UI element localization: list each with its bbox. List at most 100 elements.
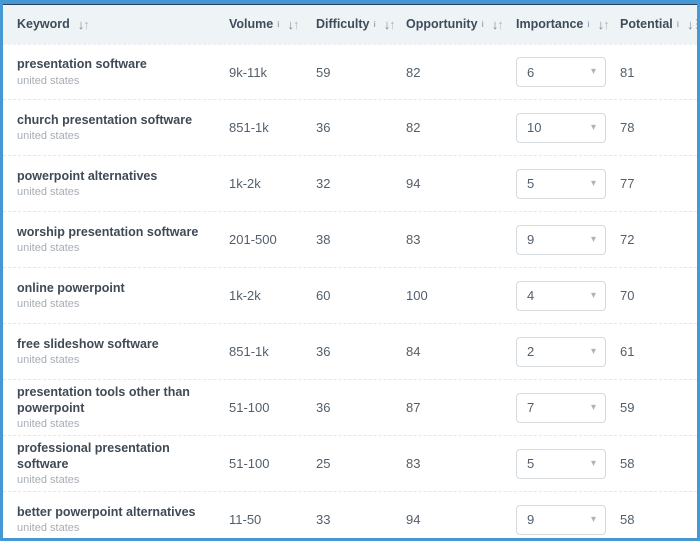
- sort-arrows[interactable]: ↓ ↑: [384, 18, 396, 31]
- info-icon[interactable]: i: [277, 20, 280, 29]
- difficulty-cell: 60: [316, 288, 331, 303]
- chevron-down-icon: ▾: [590, 457, 596, 469]
- column-header-volume[interactable]: Volume i ↓ ↑: [215, 17, 302, 31]
- keyword-cell[interactable]: free slideshow software united states: [3, 337, 215, 367]
- info-icon[interactable]: i: [587, 20, 590, 29]
- keyword-cell[interactable]: presentation software united states: [3, 57, 215, 87]
- sort-arrows[interactable]: ↓ ↑: [492, 18, 504, 31]
- importance-dropdown[interactable]: 5 ▾: [516, 448, 606, 479]
- importance-dropdown[interactable]: 4 ▾: [516, 280, 606, 311]
- importance-value: 9: [527, 232, 535, 247]
- importance-dropdown[interactable]: 10 ▾: [516, 112, 606, 143]
- importance-dropdown[interactable]: 5 ▾: [516, 168, 606, 199]
- sort-ascending-icon[interactable]: ↑: [292, 16, 300, 32]
- column-header-keyword[interactable]: Keyword ↓ ↑: [3, 17, 215, 31]
- keyword-text[interactable]: powerpoint alternatives: [17, 168, 158, 183]
- difficulty-cell: 36: [316, 120, 331, 135]
- sort-ascending-icon[interactable]: ↑: [603, 16, 610, 32]
- column-header-importance[interactable]: Importance i ↓ ↑: [502, 17, 610, 31]
- opportunity-cell: 82: [406, 120, 421, 135]
- sort-ascending-icon[interactable]: ↑: [389, 16, 396, 32]
- column-header-potential[interactable]: Potential i ↓: [606, 17, 697, 31]
- keyword-text[interactable]: church presentation software: [17, 112, 193, 127]
- column-label: Opportunity: [406, 17, 478, 31]
- opportunity-cell: 83: [406, 232, 421, 247]
- importance-cell: 4 ▾: [502, 280, 606, 311]
- sort-arrows[interactable]: ↓ ↑: [598, 18, 610, 31]
- keyword-locale: united states: [17, 74, 80, 87]
- importance-dropdown[interactable]: 9 ▾: [516, 224, 606, 255]
- importance-cell: 7 ▾: [502, 392, 606, 423]
- sort-arrows[interactable]: ↓ ↑: [78, 18, 90, 31]
- keyword-locale: united states: [17, 186, 80, 199]
- sort-descending-icon[interactable]: ↓: [491, 16, 499, 32]
- opportunity-cell: 100: [406, 288, 428, 303]
- sort-descending-icon[interactable]: ↓: [597, 16, 605, 32]
- keyword-text[interactable]: professional presentation software: [17, 440, 170, 471]
- importance-dropdown[interactable]: 9 ▾: [516, 504, 606, 535]
- keyword-locale: united states: [17, 354, 80, 367]
- sort-arrows[interactable]: ↓ ↑: [287, 18, 299, 31]
- sort-descending-icon[interactable]: ↓: [287, 16, 294, 32]
- importance-value: 2: [527, 344, 535, 359]
- potential-cell: 81: [620, 64, 635, 80]
- keyword-text[interactable]: online powerpoint: [17, 280, 125, 295]
- table-row: free slideshow software united states 85…: [3, 324, 697, 380]
- keyword-cell[interactable]: church presentation software united stat…: [3, 113, 215, 143]
- importance-dropdown[interactable]: 6 ▾: [516, 57, 606, 87]
- keyword-cell[interactable]: presentation tools other than powerpoint…: [3, 385, 215, 430]
- column-header-difficulty[interactable]: Difficulty i ↓ ↑: [302, 17, 396, 31]
- table-header: Keyword ↓ ↑ Volume i ↓ ↑ Difficulty i ↓ …: [3, 4, 697, 44]
- sort-amount-desc-icon[interactable]: ↓: [687, 18, 697, 31]
- keyword-cell[interactable]: powerpoint alternatives united states: [3, 169, 215, 199]
- column-label: Importance: [516, 17, 584, 31]
- keyword-text[interactable]: better powerpoint alternatives: [17, 504, 196, 519]
- table-body: presentation software united states 9k-1…: [3, 44, 697, 538]
- importance-cell: 2 ▾: [502, 336, 606, 367]
- chevron-down-icon: ▾: [590, 289, 596, 301]
- table-row: professional presentation software unite…: [3, 436, 697, 492]
- potential-cell: 59: [620, 400, 635, 415]
- chevron-down-icon: ▾: [590, 121, 596, 133]
- potential-cell: 72: [620, 232, 635, 247]
- column-header-opportunity[interactable]: Opportunity i ↓ ↑: [392, 17, 504, 31]
- info-icon[interactable]: i: [481, 20, 484, 29]
- keyword-text[interactable]: presentation software: [17, 57, 147, 72]
- importance-dropdown[interactable]: 7 ▾: [516, 392, 606, 423]
- importance-cell: 9 ▾: [502, 224, 606, 255]
- importance-dropdown[interactable]: 2 ▾: [516, 336, 606, 367]
- opportunity-cell: 82: [406, 64, 421, 80]
- sort-ascending-icon[interactable]: ↑: [83, 16, 90, 32]
- keyword-locale: united states: [17, 474, 80, 487]
- importance-cell: 10 ▾: [502, 112, 606, 143]
- keyword-text[interactable]: worship presentation software: [17, 224, 199, 239]
- sort-descending-icon[interactable]: ↓: [77, 16, 85, 32]
- volume-cell: 51-100: [229, 456, 270, 471]
- sort-descending-icon[interactable]: ↓: [383, 16, 391, 32]
- volume-cell: 1k-2k: [229, 288, 261, 303]
- sort-ascending-icon[interactable]: ↑: [497, 16, 504, 32]
- keyword-cell[interactable]: better powerpoint alternatives united st…: [3, 505, 215, 535]
- info-icon[interactable]: i: [373, 20, 376, 29]
- difficulty-cell: 59: [316, 64, 331, 80]
- chevron-down-icon: ▾: [590, 401, 596, 413]
- importance-value: 7: [527, 400, 535, 415]
- importance-cell: 9 ▾: [502, 504, 606, 535]
- keyword-text[interactable]: free slideshow software: [17, 336, 159, 351]
- opportunity-cell: 94: [406, 512, 421, 527]
- difficulty-cell: 36: [316, 400, 331, 415]
- opportunity-cell: 84: [406, 344, 421, 359]
- importance-value: 4: [527, 288, 535, 303]
- keyword-cell[interactable]: online powerpoint united states: [3, 281, 215, 311]
- table-row: church presentation software united stat…: [3, 100, 697, 156]
- sort-bars-icon: [695, 19, 697, 29]
- info-icon[interactable]: i: [676, 20, 680, 29]
- keyword-cell[interactable]: professional presentation software unite…: [3, 441, 215, 486]
- keyword-cell[interactable]: worship presentation software united sta…: [3, 225, 215, 255]
- difficulty-cell: 33: [316, 512, 331, 527]
- importance-cell: 5 ▾: [502, 168, 606, 199]
- keyword-text[interactable]: presentation tools other than powerpoint: [17, 384, 190, 415]
- difficulty-cell: 38: [316, 232, 331, 247]
- importance-value: 10: [527, 120, 542, 135]
- importance-value: 5: [527, 176, 535, 191]
